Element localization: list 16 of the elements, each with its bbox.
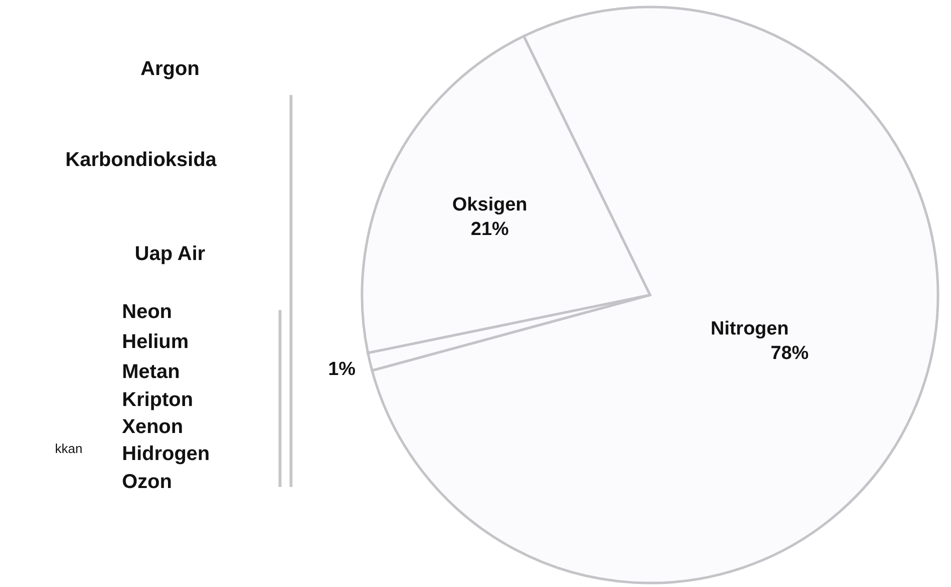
text: Uap Air [134, 243, 206, 265]
text: Metan [122, 361, 180, 383]
slice-label: Oksigen [452, 194, 528, 216]
text: Helium [122, 331, 189, 353]
text: Karbondioksida [65, 149, 218, 171]
text: Neon [122, 301, 172, 323]
text: Xenon [122, 416, 184, 438]
slice-label: Nitrogen [710, 318, 789, 340]
text: Ozon [122, 471, 172, 493]
data-label: 78% [770, 343, 809, 364]
text: Argon [140, 58, 200, 80]
text: Kripton [122, 389, 194, 411]
data-label: 21% [470, 219, 509, 240]
data-label: 1% [328, 359, 356, 380]
text: kkan [55, 441, 82, 456]
text: Hidrogen [122, 443, 210, 465]
